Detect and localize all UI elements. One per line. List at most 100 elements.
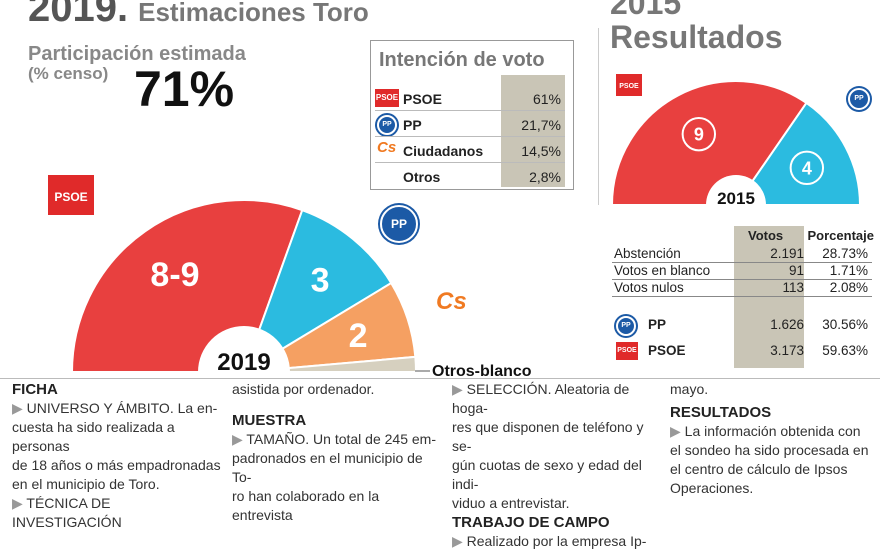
- pie-label-ring: [789, 150, 825, 186]
- column-divider: [598, 28, 599, 205]
- ficha-title: FICHA: [12, 381, 58, 398]
- intention-party: PSOE: [403, 91, 442, 107]
- ficha-item-head: UNIVERSO Y ÁMBITO: [26, 400, 170, 416]
- intention-title: Intención de voto: [379, 49, 545, 71]
- results-header: 2015 Resultados: [610, 0, 782, 54]
- results-year: 2015: [610, 0, 682, 21]
- chart-2015-center-label: 2015: [717, 189, 755, 208]
- row-separator: [375, 136, 565, 137]
- pie-label-pp: 3: [311, 261, 330, 299]
- ficha-line: Operaciones.: [670, 480, 754, 496]
- intention-row: PP PP 21,7%: [371, 111, 573, 137]
- results-party-votos: 1.626: [770, 317, 804, 332]
- intention-value: 61%: [532, 91, 561, 107]
- ficha-line: cuesta ha sido realizada a personas: [12, 419, 175, 454]
- results-party-label: PSOE: [648, 343, 686, 358]
- results-label: Votos nulos: [614, 280, 684, 295]
- otros-label: Otros-blanco: [432, 363, 532, 380]
- ficha-line: mayo.: [670, 381, 709, 397]
- results-header-porcentaje: Porcentaje: [807, 228, 874, 243]
- ficha-item: ▶ TÉCNICA DE INVESTIGACIÓN: [12, 495, 122, 530]
- pie-label-ciudadanos: 2: [349, 317, 368, 355]
- row-separator: [375, 110, 565, 111]
- results-party-row: PP PP 1.626 30.56%: [612, 314, 872, 336]
- ficha-line: el centro de cálculo de Ipsos: [670, 461, 848, 477]
- chart-2019-center: [198, 326, 290, 380]
- ficha-line: de 18 años o más empadronadas: [12, 457, 221, 473]
- cs-logo-icon: Cs: [377, 139, 397, 156]
- cs-logo-icon: Cs: [436, 288, 467, 315]
- pie-label-psoe: 8-9: [150, 256, 199, 294]
- intention-party: Ciudadanos: [403, 143, 484, 159]
- ficha-column-2: asistida por ordenador. MUESTRA ▶ TAMAÑO…: [232, 380, 442, 525]
- pp-logo-icon: PP: [848, 88, 870, 110]
- bottom-divider: [0, 378, 880, 379]
- pie-label-psoe: 9: [694, 125, 704, 145]
- results-party-row: PSOE PSOE 3.173 59.63%: [612, 340, 872, 362]
- results-pct: 28.73%: [822, 246, 868, 261]
- results-pct: 1.71%: [829, 263, 868, 278]
- pp-logo-icon: PP: [380, 205, 418, 243]
- chart-2015: 9 4 2015: [610, 80, 862, 215]
- ficha-item: ▶ La información obtenida con: [670, 423, 861, 439]
- ficha-item-head: TÉCNICA DE INVESTIGACIÓN: [12, 495, 122, 530]
- resultados-title: RESULTADOS: [670, 404, 772, 421]
- ficha-item-head: TAMAÑO: [246, 431, 306, 447]
- ficha-column-1: FICHA ▶ UNIVERSO Y ÁMBITO. La en- cuesta…: [12, 380, 222, 532]
- pp-logo-icon: PP: [377, 115, 397, 135]
- intention-value: 2,8%: [529, 169, 561, 185]
- intention-value: 14,5%: [521, 143, 561, 159]
- header-subtitle: Estimaciones Toro: [138, 0, 369, 27]
- results-title: Resultados: [610, 19, 783, 55]
- results-party-votos: 3.173: [770, 343, 804, 358]
- pie-slice-psoe: [610, 80, 808, 206]
- results-votos: 113: [782, 280, 804, 295]
- results-party-label: PP: [648, 317, 667, 332]
- participation-value: 71%: [134, 61, 235, 117]
- results-votos: 91: [788, 263, 804, 278]
- results-row: Votos nulos 113 2.08%: [612, 279, 872, 297]
- ficha-item: ▶ TAMAÑO. Un total de 245 em-: [232, 431, 437, 447]
- chart-2019-center-label: 2019: [217, 349, 270, 376]
- ficha-line: res que disponen de teléfono y se-: [452, 419, 644, 454]
- ficha-item-text: . Un total de 245 em-: [305, 431, 437, 447]
- ficha-column-3: ▶ SELECCIÓN. Aleatoria de hoga- res que …: [452, 380, 664, 551]
- pp-logo-icon: PP: [616, 316, 636, 336]
- muestra-title: MUESTRA: [232, 412, 307, 429]
- results-row: Abstención 2.191 28.73%: [612, 245, 872, 263]
- intention-party: PP: [403, 117, 422, 133]
- intention-shade: [501, 75, 565, 187]
- intention-box: Intención de voto PSOE PSOE 61% PP PP 21…: [370, 40, 574, 190]
- results-party-pct: 59.63%: [822, 343, 868, 358]
- ficha-line: padronados en el municipio de To-: [232, 450, 423, 485]
- pie-slice-pp: [242, 208, 393, 375]
- intention-party: Otros: [403, 169, 441, 185]
- participation-label: Participación estimada (% censo): [28, 44, 246, 84]
- psoe-logo-icon: PSOE: [616, 342, 638, 360]
- psoe-logo-icon: PSOE: [48, 175, 94, 215]
- ficha-line: viduo a entrevistar.: [452, 495, 570, 511]
- participation-title: Participación estimada: [28, 43, 246, 65]
- ficha-line: ro han colaborado en la entrevista: [232, 488, 380, 523]
- ficha-item-text: La información obtenida con: [684, 423, 861, 439]
- ficha-line: en el municipio de Toro.: [12, 476, 160, 492]
- intention-row: PSOE PSOE 61%: [371, 85, 573, 111]
- ficha-item-head: SELECCIÓN: [466, 381, 548, 397]
- intention-row: Otros 2,8%: [371, 163, 573, 189]
- psoe-logo-icon: PSOE: [375, 89, 399, 107]
- intention-row: Cs Ciudadanos 14,5%: [371, 137, 573, 163]
- psoe-logo-icon: PSOE: [616, 74, 642, 96]
- results-header-votos: Votos: [748, 228, 784, 243]
- trabajo-title: TRABAJO DE CAMPO: [452, 514, 610, 531]
- ficha-item-text: . La en-: [169, 400, 218, 416]
- intention-value: 21,7%: [521, 117, 561, 133]
- results-pct: 2.08%: [829, 280, 868, 295]
- results-row: Votos en blanco 91 1.71%: [612, 262, 872, 280]
- results-label: Votos en blanco: [614, 263, 711, 278]
- participation-sublabel: (% censo): [28, 64, 109, 83]
- results-label: Abstención: [614, 246, 681, 261]
- results-votos: 2.191: [770, 246, 804, 261]
- ficha-line: el sondeo ha sido procesada en: [670, 442, 869, 458]
- header-title: 2019. Estimaciones Toro: [28, 0, 369, 31]
- ficha-item: ▶ UNIVERSO Y ÁMBITO. La en-: [12, 400, 218, 416]
